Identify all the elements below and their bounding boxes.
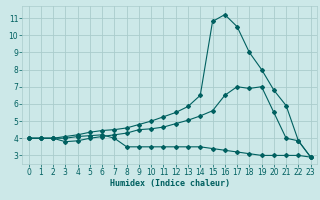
X-axis label: Humidex (Indice chaleur): Humidex (Indice chaleur) — [110, 179, 230, 188]
